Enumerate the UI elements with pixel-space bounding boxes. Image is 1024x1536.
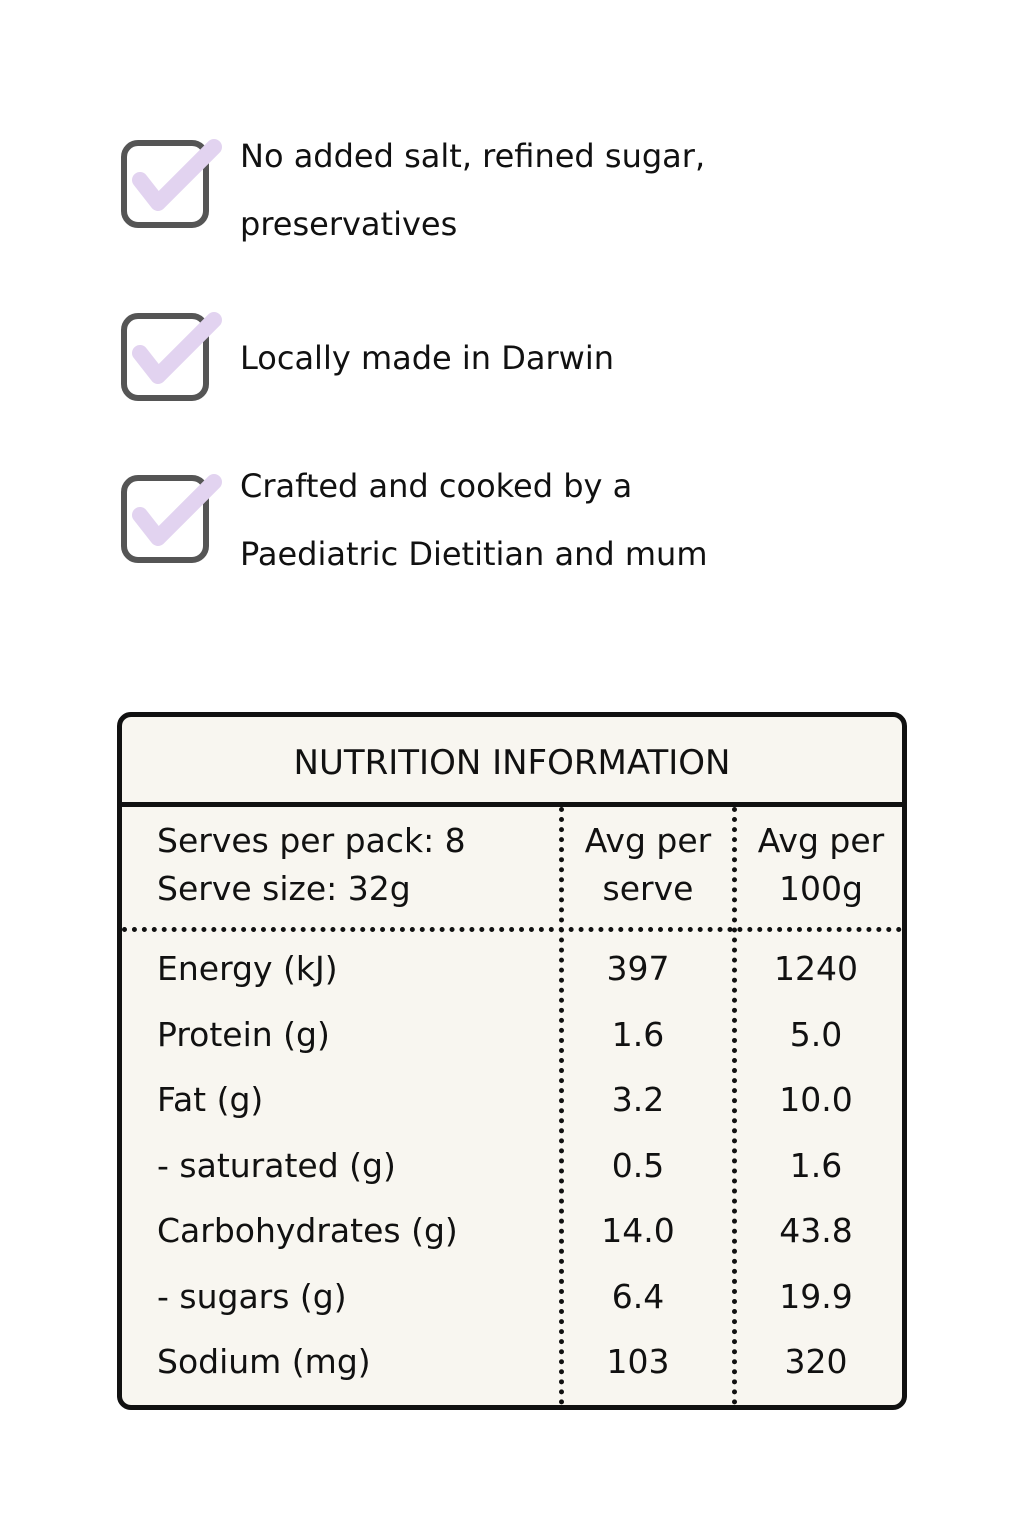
check-icon — [121, 474, 222, 563]
nutrient-name: Fat (g) — [157, 1080, 264, 1119]
nutrient-name: Carbohydrates (g) — [157, 1211, 458, 1250]
per-100g-value: 5.0 — [789, 1014, 843, 1054]
per-100g-value: 19.9 — [779, 1276, 853, 1316]
header-rule — [122, 802, 902, 807]
feature-text: Crafted and cooked by a — [240, 467, 633, 505]
row-divider — [122, 927, 902, 932]
feature-text: No added salt, refined sugar, — [240, 137, 706, 175]
nutrient-name: Protein (g) — [157, 1014, 330, 1054]
per-serve-value: 6.4 — [611, 1276, 665, 1316]
per-100g-value: 10.0 — [779, 1080, 853, 1119]
column-header: serve — [602, 869, 694, 908]
nutrient-name: Energy (kJ) — [157, 949, 338, 988]
per-100g-value: 1240 — [774, 949, 858, 988]
column-divider — [732, 807, 737, 1405]
per-serve-value: 103 — [606, 1342, 670, 1381]
nutrition-table: NUTRITION INFORMATION Serves per pack: 8… — [117, 712, 907, 1410]
per-serve-value: 397 — [606, 949, 670, 988]
per-serve-value: 14.0 — [601, 1211, 675, 1250]
feature-text: Locally made in Darwin — [240, 339, 614, 377]
check-icon — [121, 312, 222, 401]
per-100g-value: 320 — [784, 1342, 848, 1381]
column-header: Avg per — [584, 821, 712, 860]
check-icon — [121, 139, 222, 228]
nutrient-name: Sodium (mg) — [157, 1342, 371, 1381]
per-serve-value: 1.6 — [611, 1014, 665, 1054]
serves-per-pack: Serves per pack: 8 — [157, 821, 466, 860]
per-serve-value: 3.2 — [611, 1080, 665, 1119]
nutrient-name: - saturated (g) — [157, 1145, 396, 1185]
per-100g-value: 1.6 — [789, 1145, 843, 1185]
per-100g-value: 43.8 — [779, 1211, 853, 1250]
table-title: NUTRITION INFORMATION — [293, 743, 731, 783]
per-serve-value: 0.5 — [611, 1145, 665, 1185]
column-divider — [559, 807, 564, 1405]
column-header: 100g — [779, 869, 863, 908]
nutrient-name: - sugars (g) — [157, 1276, 347, 1316]
column-header: Avg per — [757, 821, 885, 860]
feature-text: preservatives — [240, 205, 458, 243]
serve-size: Serve size: 32g — [157, 869, 411, 908]
feature-text: Paediatric Dietitian and mum — [240, 535, 708, 573]
